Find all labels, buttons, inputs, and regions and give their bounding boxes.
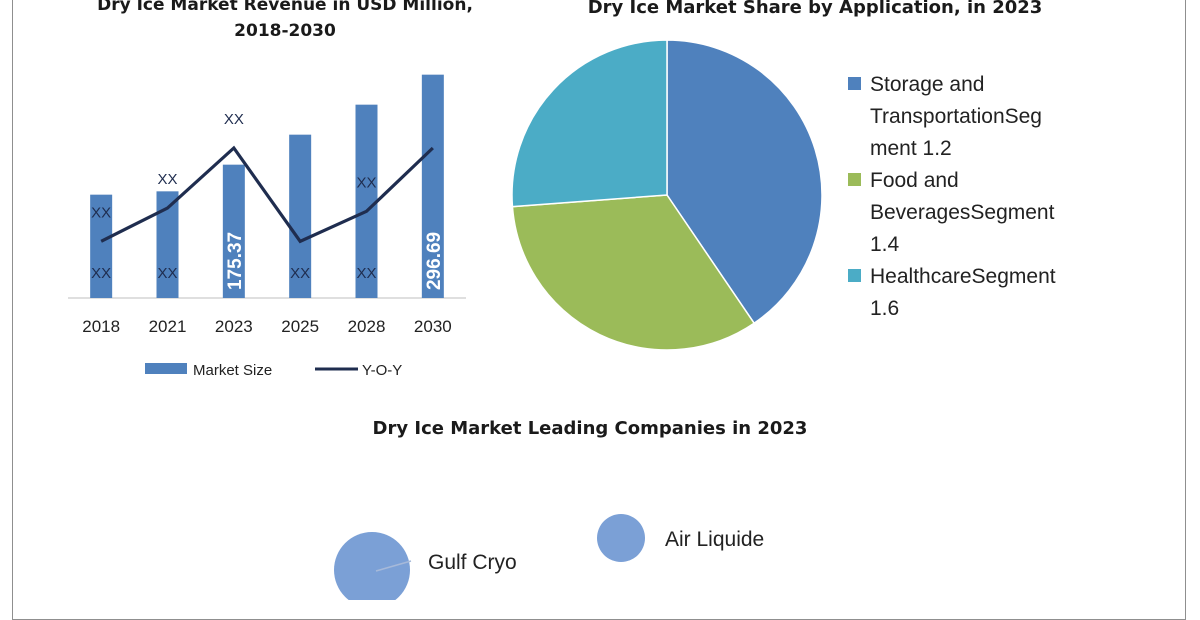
revenue-chart-title: Dry Ice Market Revenue in USD Million, 2…: [97, 0, 473, 41]
companies-chart-title: Dry Ice Market Leading Companies in 2023: [372, 418, 808, 439]
x-tick-label: 2018: [82, 317, 120, 336]
pie-legend-label: ment 1.2: [870, 137, 952, 160]
company-bubble: [334, 532, 410, 600]
legend-label-yoy: Y-O-Y: [362, 362, 402, 379]
bar-data-label: XX: [157, 265, 177, 282]
x-tick-label: 2021: [149, 317, 187, 336]
legend-label-market-size: Market Size: [193, 362, 272, 379]
bar-data-label: 175.37: [225, 232, 246, 290]
pie-legend-swatch: [848, 173, 861, 186]
pie-slice: [666, 39, 823, 325]
chart-canvas: 2018 XX 2021 XX 2023 175.37 2025 XX 2028 XX 2030 29…: [68, 39, 1056, 600]
pie-legend-label: Storage and: [870, 73, 984, 96]
market-size-bar: [222, 164, 245, 298]
market-size-bar: [421, 74, 444, 299]
bar-data-label: XX: [356, 265, 376, 282]
company-label: Gulf Cryo: [428, 551, 517, 574]
pie-slice: [511, 194, 756, 351]
pie-legend-label: HealthcareSegment: [870, 265, 1056, 288]
x-tick-label: 2023: [215, 317, 253, 336]
share-chart-title: Dry Ice Market Share by Application, in …: [587, 0, 1043, 18]
bar-data-label: XX: [290, 265, 310, 282]
market-size-bar: [156, 191, 179, 298]
pie-legend-label: TransportationSeg: [870, 105, 1042, 128]
market-size-bar: [289, 134, 312, 298]
legend-swatch-market-size: [145, 363, 187, 374]
pie-legend-label: Food and: [870, 169, 959, 192]
company-bubble: [597, 514, 645, 562]
yoy-data-label: XX: [356, 174, 376, 191]
bar-data-label: XX: [91, 265, 111, 282]
pie-legend-swatch: [848, 269, 861, 282]
yoy-line: [100, 145, 434, 244]
x-tick-label: 2025: [281, 317, 319, 336]
market-size-bar: [355, 104, 378, 299]
bar-data-label: 296.69: [424, 232, 445, 290]
pie-legend-swatch: [848, 77, 861, 90]
pie-slice: [511, 39, 668, 208]
x-tick-label: 2030: [414, 317, 452, 336]
market-size-bar: [90, 194, 113, 298]
yoy-data-label: XX: [224, 111, 244, 128]
pie-legend-label: BeveragesSegment: [870, 201, 1055, 224]
yoy-data-label: XX: [91, 204, 111, 221]
company-label: Air Liquide: [665, 528, 764, 551]
pie-legend-label: 1.6: [870, 297, 899, 320]
company-leader-line: [375, 560, 412, 572]
pie-legend-label: 1.4: [870, 233, 900, 256]
yoy-data-label: XX: [157, 171, 177, 188]
x-tick-label: 2028: [348, 317, 386, 336]
